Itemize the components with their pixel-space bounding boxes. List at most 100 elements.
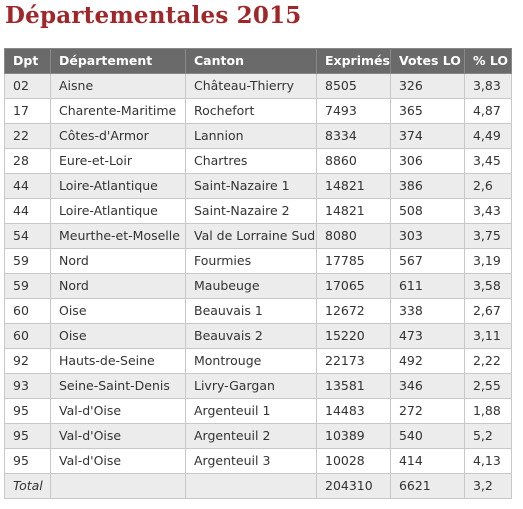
cell-dpt: 95 xyxy=(4,423,51,449)
cell-exprimes: 17065 xyxy=(316,273,391,299)
cell-departement: Meurthe-et-Moselle xyxy=(50,223,186,249)
table-row: 93 Seine-Saint-Denis Livry-Gargan 13581 346 2… xyxy=(4,373,512,399)
cell-exprimes: 8334 xyxy=(316,123,391,149)
cell-votes-lo: 374 xyxy=(389,123,465,149)
cell-percent-lo: 2,6 xyxy=(463,173,512,199)
cell-exprimes: 17785 xyxy=(316,248,391,274)
cell-dpt: 44 xyxy=(4,173,51,199)
cell-canton: Argenteuil 3 xyxy=(185,448,317,474)
cell-canton: Saint-Nazaire 1 xyxy=(185,173,317,199)
cell-dpt: 28 xyxy=(4,148,51,174)
table-row: 44 Loire-Atlantique Saint-Nazaire 2 14821 50… xyxy=(4,198,512,224)
table-footer: Total 204310 6621 3,2 xyxy=(4,473,512,499)
cell-percent-lo: 4,13 xyxy=(463,448,512,474)
cell-votes-lo: 567 xyxy=(389,248,465,274)
cell-exprimes: 14821 xyxy=(316,173,391,199)
total-cell-canton xyxy=(185,473,317,499)
table-body: 02 Aisne Château-Thierry 8505 326 3,83 17 Chare… xyxy=(4,73,512,474)
cell-votes-lo: 508 xyxy=(389,198,465,224)
cell-dpt: 92 xyxy=(4,348,51,374)
header-departement: Département xyxy=(50,48,186,74)
total-row: Total 204310 6621 3,2 xyxy=(4,473,512,499)
cell-percent-lo: 4,87 xyxy=(463,98,512,124)
cell-canton: Rochefort xyxy=(185,98,317,124)
cell-exprimes: 15220 xyxy=(316,323,391,349)
results-table: Dpt Département Canton Exprimés Votes LO… xyxy=(4,48,512,499)
cell-exprimes: 14821 xyxy=(316,198,391,224)
cell-dpt: 95 xyxy=(4,398,51,424)
cell-dpt: 59 xyxy=(4,248,51,274)
table-row: 92 Hauts-de-Seine Montrouge 22173 492 2,22 xyxy=(4,348,512,374)
cell-departement: Seine-Saint-Denis xyxy=(50,373,186,399)
cell-canton: Val de Lorraine Sud xyxy=(185,223,317,249)
header-percent-lo: % LO xyxy=(463,48,512,74)
cell-votes-lo: 492 xyxy=(389,348,465,374)
table-row: 95 Val-d'Oise Argenteuil 1 14483 272 1,88 xyxy=(4,398,512,424)
cell-dpt: 59 xyxy=(4,273,51,299)
total-votes-lo: 6621 xyxy=(389,473,465,499)
cell-departement: Eure-et-Loir xyxy=(50,148,186,174)
cell-percent-lo: 2,55 xyxy=(463,373,512,399)
table-row: 95 Val-d'Oise Argenteuil 3 10028 414 4,13 xyxy=(4,448,512,474)
cell-exprimes: 10389 xyxy=(316,423,391,449)
cell-canton: Argenteuil 2 xyxy=(185,423,317,449)
cell-votes-lo: 540 xyxy=(389,423,465,449)
cell-votes-lo: 306 xyxy=(389,148,465,174)
table-row: 60 Oise Beauvais 1 12672 338 2,67 xyxy=(4,298,512,324)
cell-canton: Chartres xyxy=(185,148,317,174)
cell-departement: Val-d'Oise xyxy=(50,423,186,449)
cell-canton: Livry-Gargan xyxy=(185,373,317,399)
cell-percent-lo: 3,58 xyxy=(463,273,512,299)
header-votes-lo: Votes LO xyxy=(389,48,465,74)
cell-percent-lo: 4,49 xyxy=(463,123,512,149)
cell-canton: Beauvais 1 xyxy=(185,298,317,324)
table-row: 54 Meurthe-et-Moselle Val de Lorraine Sud 8… xyxy=(4,223,512,249)
cell-dpt: 60 xyxy=(4,298,51,324)
table-header: Dpt Département Canton Exprimés Votes LO… xyxy=(4,48,512,74)
cell-percent-lo: 3,45 xyxy=(463,148,512,174)
cell-votes-lo: 611 xyxy=(389,273,465,299)
table-row: 44 Loire-Atlantique Saint-Nazaire 1 14821 38… xyxy=(4,173,512,199)
cell-canton: Beauvais 2 xyxy=(185,323,317,349)
total-label: Total xyxy=(4,473,51,499)
cell-percent-lo: 1,88 xyxy=(463,398,512,424)
header-exprimes: Exprimés xyxy=(316,48,391,74)
table-row: 28 Eure-et-Loir Chartres 8860 306 3,45 xyxy=(4,148,512,174)
cell-departement: Nord xyxy=(50,248,186,274)
table-row: 60 Oise Beauvais 2 15220 473 3,11 xyxy=(4,323,512,349)
cell-canton: Argenteuil 1 xyxy=(185,398,317,424)
cell-dpt: 22 xyxy=(4,123,51,149)
cell-percent-lo: 3,75 xyxy=(463,223,512,249)
cell-dpt: 17 xyxy=(4,98,51,124)
cell-departement: Val-d'Oise xyxy=(50,448,186,474)
cell-canton: Saint-Nazaire 2 xyxy=(185,198,317,224)
cell-exprimes: 12672 xyxy=(316,298,391,324)
cell-exprimes: 13581 xyxy=(316,373,391,399)
table-row: 22 Côtes-d'Armor Lannion 8334 374 4,49 xyxy=(4,123,512,149)
cell-exprimes: 14483 xyxy=(316,398,391,424)
cell-dpt: 93 xyxy=(4,373,51,399)
cell-votes-lo: 473 xyxy=(389,323,465,349)
cell-votes-lo: 326 xyxy=(389,73,465,99)
cell-departement: Nord xyxy=(50,273,186,299)
cell-dpt: 95 xyxy=(4,448,51,474)
cell-departement: Loire-Atlantique xyxy=(50,198,186,224)
cell-exprimes: 22173 xyxy=(316,348,391,374)
cell-votes-lo: 338 xyxy=(389,298,465,324)
cell-votes-lo: 386 xyxy=(389,173,465,199)
header-dpt: Dpt xyxy=(4,48,51,74)
cell-departement: Loire-Atlantique xyxy=(50,173,186,199)
cell-votes-lo: 346 xyxy=(389,373,465,399)
cell-percent-lo: 3,11 xyxy=(463,323,512,349)
total-cell-departement xyxy=(50,473,186,499)
cell-dpt: 54 xyxy=(4,223,51,249)
cell-dpt: 02 xyxy=(4,73,51,99)
cell-canton: Lannion xyxy=(185,123,317,149)
cell-departement: Oise xyxy=(50,323,186,349)
cell-canton: Montrouge xyxy=(185,348,317,374)
cell-percent-lo: 3,83 xyxy=(463,73,512,99)
cell-votes-lo: 272 xyxy=(389,398,465,424)
cell-exprimes: 8860 xyxy=(316,148,391,174)
cell-percent-lo: 2,67 xyxy=(463,298,512,324)
cell-votes-lo: 414 xyxy=(389,448,465,474)
